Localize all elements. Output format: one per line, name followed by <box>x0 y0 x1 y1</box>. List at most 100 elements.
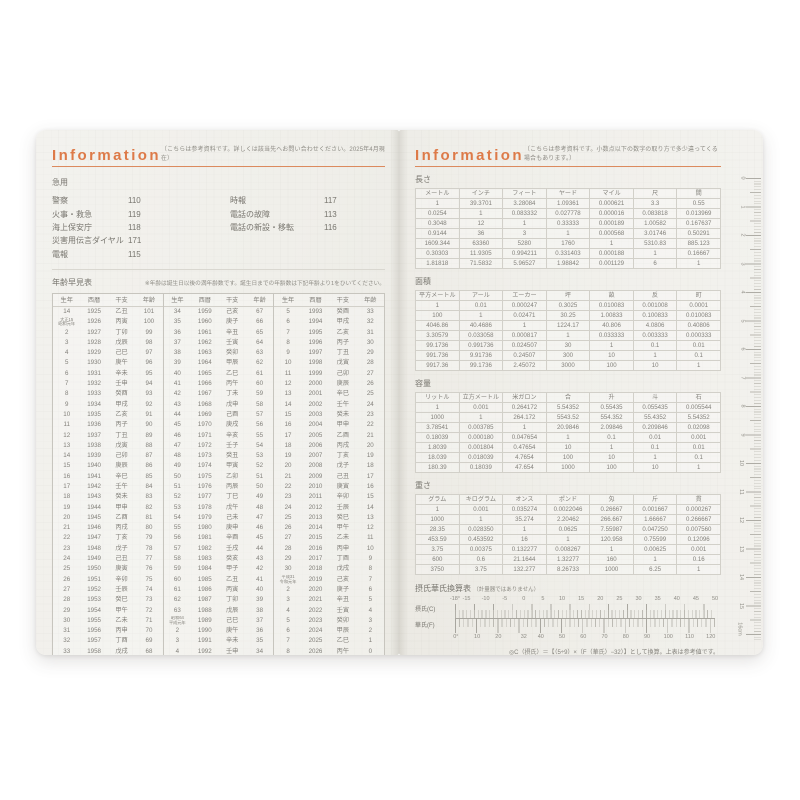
unit-table-row: 453.59 0.453592 16 1 120.958 0.75599 0.12096 <box>415 534 721 545</box>
age-table-cell: 1963 <box>197 349 212 357</box>
age-table-cell: 戊申 <box>226 400 239 408</box>
unit-table-cell: 1 <box>458 514 504 525</box>
unit-table-cell: 63360 <box>458 238 504 249</box>
age-table-cell: 57 <box>256 410 264 418</box>
age-table-cell: 庚辰 <box>336 380 350 388</box>
age-table-cell: 1952 <box>87 585 101 593</box>
unit-table-cell: 3.01746 <box>632 228 678 239</box>
unit-table-cell: 120.958 <box>589 534 634 545</box>
age-table-cell: 54 <box>173 513 181 521</box>
age-table-cell: 18 <box>63 493 71 501</box>
age-column-header: 生年 <box>53 293 81 307</box>
age-table-cell: 壬辰 <box>336 503 350 511</box>
unit-table-cell: 1 <box>632 554 678 565</box>
age-table-cell: 46 <box>173 431 181 439</box>
unit-table-cell: 0.083332 <box>502 208 547 219</box>
age-table-cell: 21 <box>284 472 292 480</box>
age-table-cell: 戊戌 <box>115 647 128 655</box>
age-table-cell: 83 <box>145 493 153 501</box>
age-table-cell: 69 <box>145 637 153 645</box>
age-table-cell: 1949 <box>87 555 101 563</box>
age-table-cell: 93 <box>145 390 153 398</box>
unit-column-header: ヤード <box>545 188 591 199</box>
unit-table-cell: 2.20462 <box>545 514 591 525</box>
ruler-number: 7 <box>739 375 746 380</box>
unit-table-cell: 0.30303 <box>415 248 460 259</box>
unit-table-cell: 100 <box>589 360 634 371</box>
unit-table-cell: 3 <box>502 228 547 239</box>
unit-table-cell: 100 <box>415 310 460 321</box>
age-table-cell: 60 <box>256 380 264 388</box>
unit-table-cell: 35.274 <box>502 514 547 525</box>
age-table-cell: 壬午 <box>115 483 128 490</box>
age-table-cell: 癸巳 <box>336 513 350 521</box>
age-table-cell: 1929 <box>87 349 101 357</box>
unit-table-cell: 1 <box>589 544 634 555</box>
age-table-cell: 1976 <box>197 483 212 490</box>
age-table-cell: 5 <box>286 307 290 315</box>
unit-table-cell: 0.33333 <box>545 218 591 229</box>
unit-column-header: 斤 <box>632 494 678 505</box>
age-table-cell: 庚午 <box>226 627 239 635</box>
celsius-tick-label: 50 <box>711 596 719 602</box>
age-table-cell: 2015 <box>308 534 323 542</box>
age-column-header: 生年 <box>163 293 192 307</box>
unit-table-cell: 266.667 <box>589 514 634 525</box>
fahrenheit-major-ticks <box>455 619 715 633</box>
age-table-cell: 2002 <box>308 400 323 408</box>
ruler-number: 9 <box>739 432 746 437</box>
age-table-cell: 56 <box>173 534 181 542</box>
section-divider <box>52 268 385 270</box>
unit-table-cell: 2.09846 <box>589 422 634 433</box>
age-table-row: 8 1996 丙子 30 <box>274 338 384 348</box>
celsius-tick-label: 20 <box>597 596 604 602</box>
age-table-cell: 59 <box>173 565 181 573</box>
age-table-cell: 1975 <box>197 472 212 480</box>
unit-table-cell: 12 <box>458 218 504 229</box>
age-table-cell: 己未 <box>226 513 239 521</box>
age-table-cell: 1936 <box>87 421 101 429</box>
age-table-cell: 30 <box>366 338 374 346</box>
age-table-cell: 65 <box>256 328 264 336</box>
age-table-cell: 84 <box>145 483 153 490</box>
age-table-cell: 24 <box>63 555 71 563</box>
unit-table-cell: 0.003785 <box>458 422 504 433</box>
age-table-row: 54 1979 己未 47 <box>164 513 274 523</box>
unit-table-row: 100 1 0.02471 30.25 1.00833 0.100833 0.010083 <box>415 310 721 321</box>
age-table-cell: 2008 <box>308 462 323 470</box>
age-table-row: 25 2013 癸巳 13 <box>274 513 384 523</box>
age-table-cell: 38 <box>256 606 264 614</box>
unit-table-cell: 0.1 <box>632 442 678 453</box>
unit-table-cell: 0.12096 <box>676 534 721 545</box>
age-table-cell: 2019 <box>308 575 323 583</box>
age-table-cell: 丁亥 <box>336 452 350 460</box>
age-table-cell: 丙戌 <box>115 524 128 532</box>
right-page: Information （こちらは参考資料です。小数点以下の数字の取り方で多少違… <box>399 130 763 655</box>
unit-table-cell: 1 <box>458 208 504 219</box>
celsius-tick-label: 25 <box>616 596 623 602</box>
age-table-row: 39 1964 甲辰 62 <box>164 358 274 368</box>
age-table-cell: 癸未 <box>336 410 350 418</box>
unit-table-cell: 0.00625 <box>632 544 678 555</box>
age-table-cell: 戊辰 <box>115 338 128 346</box>
age-table-cell: 55 <box>256 431 264 439</box>
age-table-cell: 67 <box>256 307 264 315</box>
age-table-cell: 7 <box>64 380 69 388</box>
age-table-cell: 78 <box>145 544 153 552</box>
age-table-row: 60 1985 乙丑 41 <box>164 575 274 585</box>
age-table-cell: 66 <box>256 318 264 326</box>
age-table-cell: 29 <box>366 349 374 357</box>
age-table-row: 9 1997 丁丑 29 <box>274 348 384 358</box>
unit-table-row: 0.18039 0.000180 0.047654 1 0.1 0.01 0.001 <box>415 432 721 443</box>
unit-column-header: ポンド <box>545 494 591 505</box>
unit-table-cell: 10 <box>632 360 678 371</box>
age-table-row: 30 2018 戊戌 8 <box>274 564 384 574</box>
age-table-cell: 8 <box>286 647 290 655</box>
age-table-cell: 丙午 <box>336 647 350 655</box>
age-table-cell: 1984 <box>197 565 212 573</box>
unit-table-cell: 885.123 <box>676 238 721 249</box>
unit-table-cell: 10 <box>589 350 634 361</box>
age-table-cell: 5 <box>368 596 373 604</box>
age-table-cell: 31 <box>63 627 71 635</box>
age-table-cell: 62 <box>173 596 181 604</box>
